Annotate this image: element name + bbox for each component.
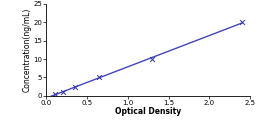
Point: [73, 86, 77, 88]
Point: [61, 91, 65, 93]
Point: [97, 77, 101, 78]
Point: [240, 21, 244, 23]
Point: [150, 58, 155, 60]
Y-axis label: Concentration(ng/mL): Concentration(ng/mL): [23, 8, 32, 92]
X-axis label: Optical Density: Optical Density: [115, 108, 181, 116]
Point: [53, 93, 57, 95]
